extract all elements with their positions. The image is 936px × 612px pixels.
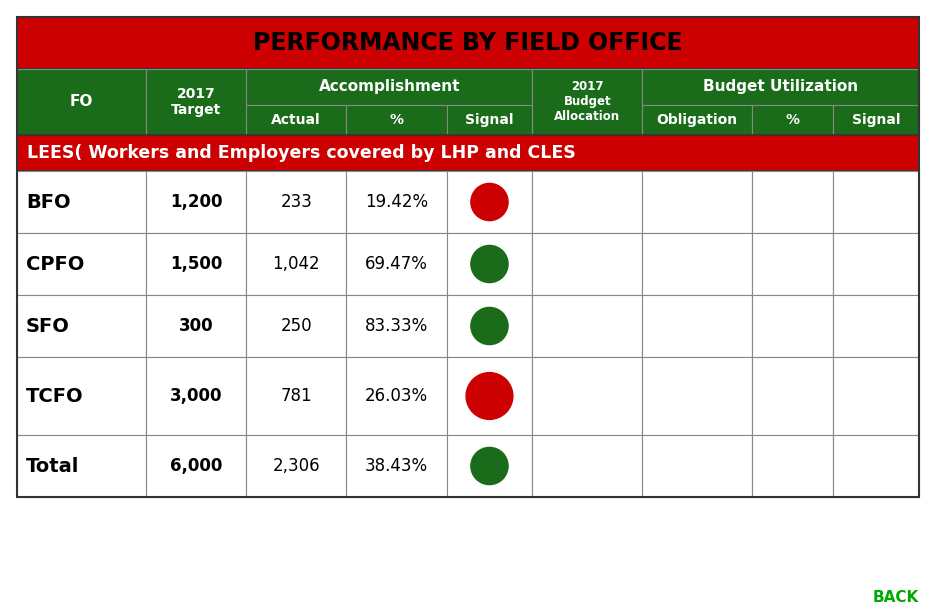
Bar xyxy=(752,435,833,497)
Bar xyxy=(346,233,446,295)
Bar xyxy=(533,233,642,295)
Bar xyxy=(17,435,146,497)
Bar xyxy=(533,69,642,135)
Bar xyxy=(642,295,752,357)
Bar xyxy=(246,171,346,233)
Text: CPFO: CPFO xyxy=(26,255,84,274)
Circle shape xyxy=(471,447,508,485)
Bar xyxy=(17,17,919,69)
Bar xyxy=(642,105,752,135)
Text: LEES( Workers and Employers covered by LHP and CLES: LEES( Workers and Employers covered by L… xyxy=(27,144,576,162)
Circle shape xyxy=(471,245,508,283)
Bar xyxy=(833,295,919,357)
Bar xyxy=(752,357,833,435)
Bar xyxy=(246,357,346,435)
Text: PERFORMANCE BY FIELD OFFICE: PERFORMANCE BY FIELD OFFICE xyxy=(253,31,683,55)
Text: 26.03%: 26.03% xyxy=(365,387,428,405)
Text: 1,042: 1,042 xyxy=(272,255,320,273)
Text: 233: 233 xyxy=(280,193,312,211)
Bar xyxy=(446,295,533,357)
Bar xyxy=(752,233,833,295)
Bar xyxy=(446,233,533,295)
Circle shape xyxy=(466,373,513,419)
Bar xyxy=(533,435,642,497)
Bar xyxy=(146,435,246,497)
Bar xyxy=(17,135,919,171)
Bar xyxy=(346,295,446,357)
Bar xyxy=(833,171,919,233)
Text: %: % xyxy=(389,113,403,127)
Bar xyxy=(17,69,146,135)
Text: Budget Utilization: Budget Utilization xyxy=(703,80,858,94)
Text: Signal: Signal xyxy=(852,113,900,127)
Text: Signal: Signal xyxy=(465,113,514,127)
Bar xyxy=(246,105,346,135)
Bar xyxy=(146,233,246,295)
Bar xyxy=(17,295,146,357)
Bar xyxy=(146,69,246,135)
Text: FO: FO xyxy=(70,94,93,110)
Text: %: % xyxy=(785,113,799,127)
Bar xyxy=(346,357,446,435)
Bar xyxy=(446,171,533,233)
Bar xyxy=(752,105,833,135)
Bar xyxy=(146,357,246,435)
Text: 3,000: 3,000 xyxy=(169,387,222,405)
Bar xyxy=(833,233,919,295)
Text: BACK: BACK xyxy=(872,591,919,605)
Text: 250: 250 xyxy=(281,317,312,335)
Bar xyxy=(17,171,146,233)
Bar xyxy=(642,69,919,105)
Bar xyxy=(346,105,446,135)
Text: 2,306: 2,306 xyxy=(272,457,320,475)
Bar xyxy=(146,171,246,233)
Bar xyxy=(642,357,752,435)
Bar xyxy=(17,357,146,435)
Bar xyxy=(752,295,833,357)
Text: Obligation: Obligation xyxy=(656,113,738,127)
Text: 69.47%: 69.47% xyxy=(365,255,428,273)
Bar xyxy=(833,435,919,497)
Bar xyxy=(533,357,642,435)
Text: 19.42%: 19.42% xyxy=(365,193,428,211)
Text: 2017
Budget
Allocation: 2017 Budget Allocation xyxy=(554,81,621,124)
Bar xyxy=(642,171,752,233)
Bar xyxy=(246,69,533,105)
Bar xyxy=(446,435,533,497)
Bar xyxy=(533,171,642,233)
Bar xyxy=(752,171,833,233)
Bar xyxy=(17,69,919,135)
Text: Total: Total xyxy=(26,457,80,476)
Text: 781: 781 xyxy=(281,387,312,405)
Text: 1,500: 1,500 xyxy=(169,255,222,273)
Bar xyxy=(446,105,533,135)
Bar xyxy=(642,435,752,497)
Text: 83.33%: 83.33% xyxy=(365,317,428,335)
Bar xyxy=(17,17,919,497)
Bar xyxy=(246,295,346,357)
Text: 300: 300 xyxy=(179,317,213,335)
Text: SFO: SFO xyxy=(26,316,70,335)
Bar xyxy=(146,295,246,357)
Circle shape xyxy=(471,184,508,220)
Text: BFO: BFO xyxy=(26,193,70,212)
Bar xyxy=(346,171,446,233)
Bar xyxy=(17,233,146,295)
Bar xyxy=(446,357,533,435)
Bar xyxy=(833,357,919,435)
Text: Actual: Actual xyxy=(271,113,321,127)
Text: 2017
Target: 2017 Target xyxy=(171,87,221,117)
Text: 6,000: 6,000 xyxy=(169,457,222,475)
Bar xyxy=(642,233,752,295)
Bar xyxy=(833,105,919,135)
Text: TCFO: TCFO xyxy=(26,387,83,406)
Circle shape xyxy=(471,307,508,345)
Bar xyxy=(533,295,642,357)
Bar xyxy=(346,435,446,497)
Bar xyxy=(246,435,346,497)
Text: 1,200: 1,200 xyxy=(169,193,222,211)
Text: 38.43%: 38.43% xyxy=(365,457,428,475)
Text: Accomplishment: Accomplishment xyxy=(318,80,460,94)
Bar xyxy=(246,233,346,295)
